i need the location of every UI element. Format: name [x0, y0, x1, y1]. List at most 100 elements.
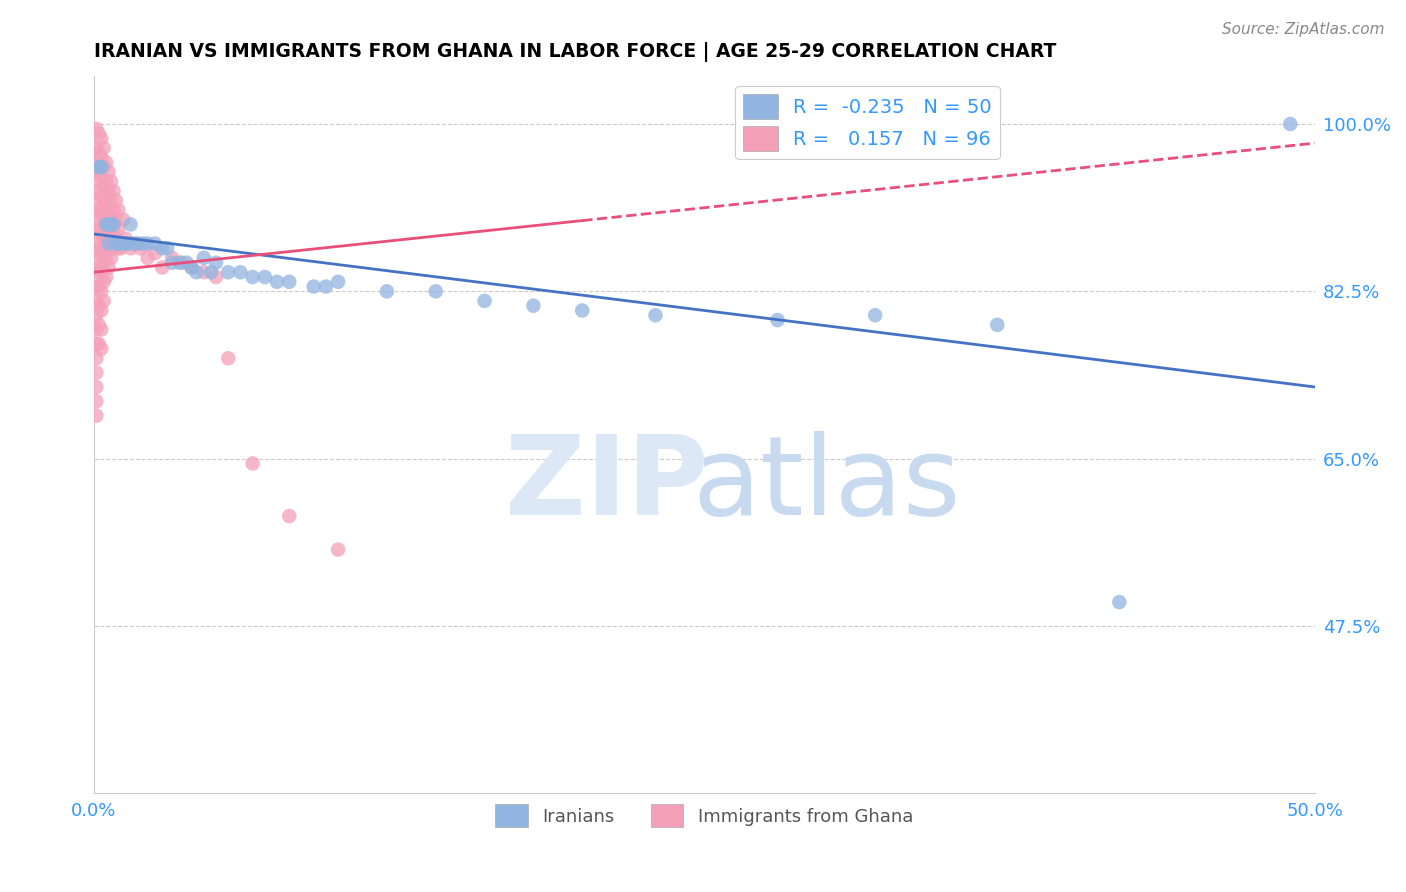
Text: IRANIAN VS IMMIGRANTS FROM GHANA IN LABOR FORCE | AGE 25-29 CORRELATION CHART: IRANIAN VS IMMIGRANTS FROM GHANA IN LABO… — [94, 42, 1056, 62]
Point — [107, 203, 129, 218]
Point — [87, 127, 110, 141]
Point — [193, 251, 215, 265]
Point — [156, 241, 179, 255]
Point — [93, 293, 115, 308]
Text: Source: ZipAtlas.com: Source: ZipAtlas.com — [1222, 22, 1385, 37]
Point — [86, 236, 108, 251]
Point — [86, 265, 108, 279]
Point — [86, 323, 108, 337]
Point — [136, 236, 159, 251]
Point — [114, 232, 136, 246]
Point — [112, 236, 135, 251]
Point — [94, 270, 117, 285]
Point — [90, 151, 112, 165]
Point — [90, 265, 112, 279]
Point — [100, 174, 122, 188]
Point — [129, 241, 152, 255]
Point — [103, 203, 125, 218]
Point — [986, 318, 1008, 332]
Point — [86, 366, 108, 380]
Point — [87, 279, 110, 293]
Point — [644, 308, 666, 322]
Point — [86, 337, 108, 351]
Point — [100, 251, 122, 265]
Point — [93, 160, 115, 174]
Legend: Iranians, Immigrants from Ghana: Iranians, Immigrants from Ghana — [488, 797, 921, 835]
Point — [143, 236, 166, 251]
Point — [93, 275, 115, 289]
Point — [117, 236, 139, 251]
Point — [87, 203, 110, 218]
Point — [90, 342, 112, 356]
Point — [253, 270, 276, 285]
Point — [97, 222, 120, 236]
Point — [86, 121, 108, 136]
Point — [90, 323, 112, 337]
Point — [97, 184, 120, 198]
Point — [242, 270, 264, 285]
Point — [150, 260, 173, 275]
Point — [180, 260, 202, 275]
Point — [87, 145, 110, 160]
Point — [107, 222, 129, 236]
Point — [94, 251, 117, 265]
Point — [375, 285, 398, 299]
Point — [160, 255, 183, 269]
Point — [86, 141, 108, 155]
Point — [160, 251, 183, 265]
Point — [1108, 595, 1130, 609]
Point — [94, 174, 117, 188]
Point — [302, 279, 325, 293]
Point — [87, 165, 110, 179]
Text: atlas: atlas — [692, 432, 960, 539]
Point — [229, 265, 252, 279]
Point — [97, 241, 120, 255]
Point — [87, 222, 110, 236]
Point — [90, 160, 112, 174]
Point — [425, 285, 447, 299]
Point — [86, 409, 108, 423]
Point — [97, 165, 120, 179]
Point — [205, 270, 228, 285]
Point — [97, 203, 120, 218]
Point — [97, 260, 120, 275]
Point — [107, 236, 129, 251]
Point — [326, 542, 349, 557]
Point — [104, 194, 127, 208]
Point — [104, 232, 127, 246]
Point — [104, 236, 127, 251]
Point — [90, 131, 112, 145]
Point — [571, 303, 593, 318]
Point — [86, 208, 108, 222]
Point — [103, 222, 125, 236]
Point — [107, 236, 129, 251]
Point — [110, 241, 132, 255]
Point — [100, 212, 122, 227]
Point — [86, 194, 108, 208]
Point — [1279, 117, 1302, 131]
Point — [278, 509, 301, 524]
Point — [97, 236, 120, 251]
Point — [136, 251, 159, 265]
Point — [242, 457, 264, 471]
Point — [176, 255, 198, 269]
Point — [100, 218, 122, 232]
Point — [127, 236, 149, 251]
Point — [86, 174, 108, 188]
Point — [93, 236, 115, 251]
Point — [100, 232, 122, 246]
Point — [200, 265, 222, 279]
Point — [86, 380, 108, 394]
Point — [132, 236, 155, 251]
Point — [93, 255, 115, 269]
Point — [90, 303, 112, 318]
Point — [86, 222, 108, 236]
Point — [97, 218, 120, 232]
Point — [87, 184, 110, 198]
Point — [122, 236, 145, 251]
Point — [86, 160, 108, 174]
Point — [87, 337, 110, 351]
Point — [90, 188, 112, 202]
Text: ZIP: ZIP — [505, 432, 709, 539]
Point — [93, 179, 115, 194]
